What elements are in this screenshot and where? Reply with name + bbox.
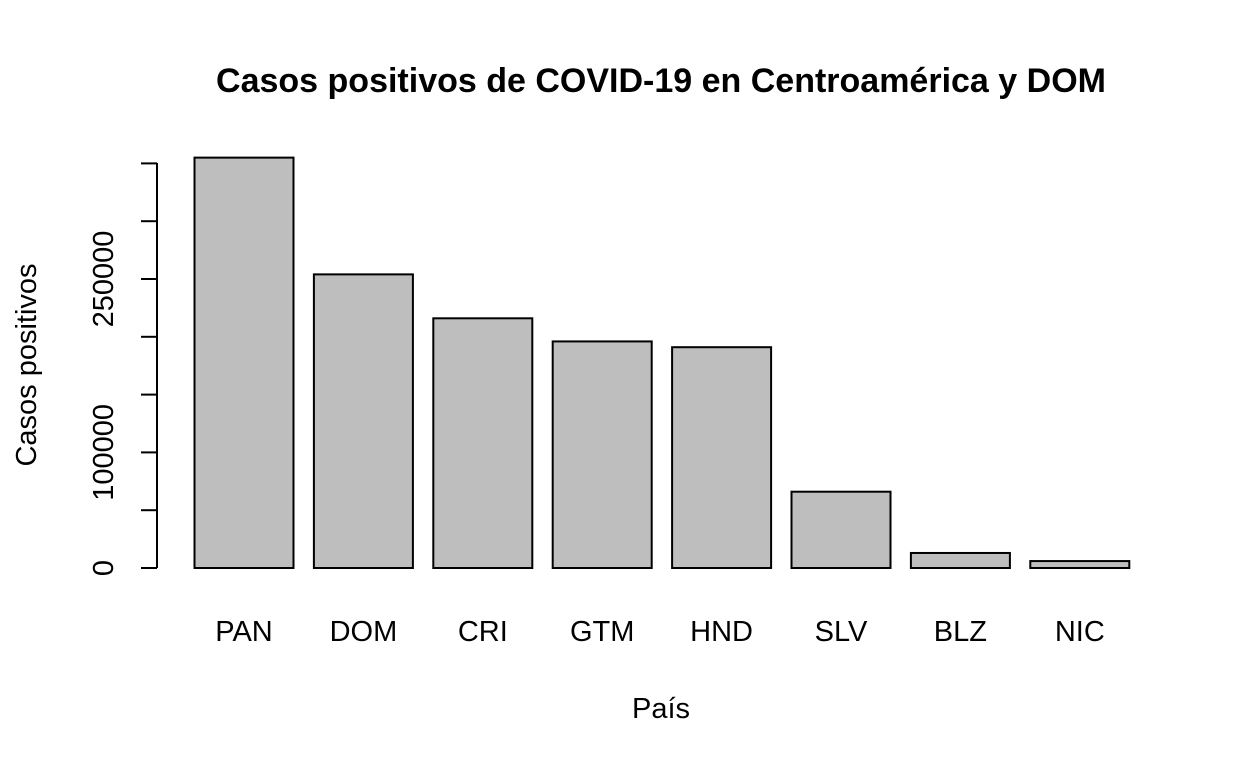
bar-hnd <box>671 346 773 570</box>
x-tick-labels: PAN DOM CRI GTM HND SLV BLZ NIC <box>215 616 1105 648</box>
bar-pan <box>193 156 295 569</box>
x-tick-label-cri: CRI <box>458 616 508 648</box>
bar-blz <box>909 551 1011 569</box>
bars <box>193 156 1131 570</box>
x-tick-label-hnd: HND <box>690 616 753 648</box>
bar-dom <box>312 273 414 569</box>
bar-slv <box>790 490 892 570</box>
y-tick-label: 250000 <box>88 231 120 328</box>
x-tick-label-nic: NIC <box>1055 616 1105 648</box>
y-tick-label: 0 <box>88 560 120 576</box>
bar-gtm <box>551 340 653 570</box>
bar-cri <box>432 317 534 569</box>
y-ticks: 0 100000 250000 <box>88 162 157 576</box>
x-tick-label-pan: PAN <box>215 616 272 648</box>
y-axis-label: Casos positivos <box>11 263 43 466</box>
x-tick-label-blz: BLZ <box>934 616 987 648</box>
chart-title: Casos positivos de COVID-19 en Centroamé… <box>216 62 1106 100</box>
x-tick-label-gtm: GTM <box>570 616 634 648</box>
y-tick-label: 100000 <box>88 404 120 501</box>
x-tick-label-dom: DOM <box>330 616 398 648</box>
x-tick-label-slv: SLV <box>815 616 868 648</box>
y-axis: 0 100000 250000 <box>88 162 158 576</box>
bar-nic <box>1029 560 1131 570</box>
x-axis-label: País <box>632 693 690 725</box>
